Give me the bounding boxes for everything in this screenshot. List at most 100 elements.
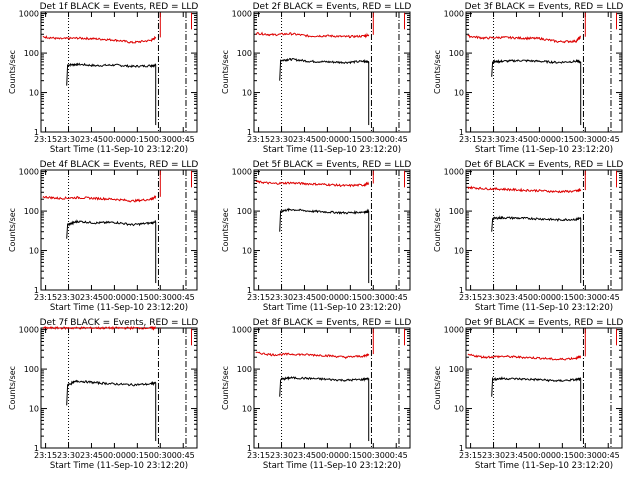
x-tick-label: 00:45	[385, 293, 408, 302]
y-tick-label: 100	[449, 207, 464, 216]
panel-det-5: Det 5f BLACK = Events, RED = LLD 1 10 100 10…	[221, 160, 411, 313]
series-line-lld	[467, 353, 582, 361]
x-tick-label: 00:00	[103, 293, 126, 302]
x-tick-label: 00:00	[528, 293, 551, 302]
x-tick-label: 23:30	[270, 293, 293, 302]
series-line-events	[491, 58, 582, 77]
y-tick-label: 1	[34, 128, 39, 137]
plot-frame	[465, 11, 623, 133]
x-tick-label: 00:30	[149, 293, 172, 302]
y-tick-label: 10	[29, 247, 39, 256]
x-tick-label: 23:15	[34, 451, 57, 460]
x-tick-label: 23:15	[459, 293, 482, 302]
plot-frame	[40, 169, 198, 291]
y-tick-label: 100	[24, 365, 39, 374]
x-tick-label: 23:15	[247, 451, 270, 460]
x-tick-label: 00:45	[597, 293, 620, 302]
x-tick-label: 00:45	[385, 135, 408, 144]
x-tick-label: 23:45	[505, 451, 528, 460]
panel-det-4: Det 4f BLACK = Events, RED = LLD 1 10 100 10…	[8, 160, 198, 313]
x-tick-label: 00:15	[339, 293, 362, 302]
y-tick-label: 10	[454, 247, 464, 256]
y-axis-label: Counts/sec	[8, 366, 17, 410]
x-axis-label: Start Time (11-Sep-10 23:12:20)	[475, 461, 613, 471]
x-tick-label: 23:15	[34, 293, 57, 302]
y-axis-label: Counts/sec	[221, 50, 230, 94]
x-axis-label: Start Time (11-Sep-10 23:12:20)	[263, 303, 401, 313]
y-axis-label: Counts/sec	[8, 50, 17, 94]
plot-frame	[465, 327, 623, 449]
series-line-events	[279, 57, 370, 81]
panel-title: Det 3f BLACK = Events, RED = LLD	[465, 2, 624, 12]
x-tick-label: 00:45	[172, 135, 195, 144]
x-axis-label: Start Time (11-Sep-10 23:12:20)	[50, 145, 188, 155]
x-tick-label: 00:00	[103, 451, 126, 460]
panel-det-9: Det 9f BLACK = Events, RED = LLD 1 10 100 10…	[433, 318, 623, 471]
y-tick-label: 1000	[444, 326, 464, 335]
x-tick-label: 23:30	[482, 451, 505, 460]
x-tick-label: 00:30	[574, 135, 597, 144]
x-tick-label: 00:15	[339, 451, 362, 460]
y-tick-label: 1	[247, 444, 252, 453]
series-line-lld	[467, 185, 582, 194]
series-line-events	[279, 207, 370, 232]
panel-det-2: Det 2f BLACK = Events, RED = LLD 1 10 100 10…	[221, 2, 411, 155]
y-tick-label: 1000	[232, 168, 252, 177]
x-tick-label: 23:30	[482, 135, 505, 144]
y-tick-label: 10	[454, 405, 464, 414]
panel-det-6: Det 6f BLACK = Events, RED = LLD 1 10 100 10…	[433, 160, 623, 313]
x-tick-label: 23:15	[247, 293, 270, 302]
series-line-events	[491, 376, 582, 397]
series-line-lld	[255, 31, 370, 39]
panel-title: Det 9f BLACK = Events, RED = LLD	[465, 318, 624, 328]
plot-frame	[40, 327, 198, 449]
y-tick-label: 1000	[19, 326, 39, 335]
x-tick-label: 00:15	[126, 293, 149, 302]
y-tick-label: 1	[459, 444, 464, 453]
y-tick-label: 100	[24, 207, 39, 216]
series-line-events	[66, 379, 157, 406]
y-tick-label: 100	[449, 365, 464, 374]
x-tick-label: 00:00	[316, 451, 339, 460]
y-tick-label: 1000	[19, 168, 39, 177]
y-tick-label: 1000	[444, 168, 464, 177]
panel-det-7: Det 7f BLACK = Events, RED = LLD 1 10 100 10…	[8, 318, 198, 471]
x-tick-label: 23:30	[482, 293, 505, 302]
y-tick-label: 100	[237, 49, 252, 58]
plot-frame	[253, 169, 411, 291]
x-tick-label: 23:45	[293, 135, 316, 144]
x-axis-label: Start Time (11-Sep-10 23:12:20)	[50, 461, 188, 471]
y-tick-label: 1	[34, 286, 39, 295]
y-tick-label: 100	[24, 49, 39, 58]
y-tick-label: 1	[247, 286, 252, 295]
series-line-lld	[255, 351, 370, 360]
y-axis-label: Counts/sec	[221, 366, 230, 410]
x-tick-label: 00:00	[316, 135, 339, 144]
series-line-events	[279, 376, 370, 397]
series-line-lld	[255, 180, 370, 188]
x-tick-label: 23:15	[459, 451, 482, 460]
y-tick-label: 1	[459, 286, 464, 295]
x-tick-label: 00:30	[574, 293, 597, 302]
x-axis-label: Start Time (11-Sep-10 23:12:20)	[475, 145, 613, 155]
y-tick-label: 1000	[19, 10, 39, 19]
x-tick-label: 23:15	[247, 135, 270, 144]
x-tick-label: 23:30	[57, 293, 80, 302]
x-axis-label: Start Time (11-Sep-10 23:12:20)	[50, 303, 188, 313]
x-tick-label: 00:30	[362, 293, 385, 302]
x-tick-label: 23:45	[293, 293, 316, 302]
x-tick-label: 00:45	[385, 451, 408, 460]
x-tick-label: 00:30	[149, 135, 172, 144]
x-tick-label: 23:45	[80, 135, 103, 144]
y-tick-label: 100	[237, 365, 252, 374]
y-axis-label: Counts/sec	[433, 208, 442, 252]
x-tick-label: 00:15	[126, 135, 149, 144]
panel-det-3: Det 3f BLACK = Events, RED = LLD 1 10 100 10…	[433, 2, 623, 155]
series-line-events	[491, 215, 582, 232]
x-tick-label: 23:30	[57, 451, 80, 460]
y-tick-label: 1000	[444, 10, 464, 19]
panel-title: Det 8f BLACK = Events, RED = LLD	[253, 318, 412, 328]
series-line-lld	[467, 34, 582, 44]
x-axis-label: Start Time (11-Sep-10 23:12:20)	[475, 303, 613, 313]
x-tick-label: 00:30	[149, 451, 172, 460]
